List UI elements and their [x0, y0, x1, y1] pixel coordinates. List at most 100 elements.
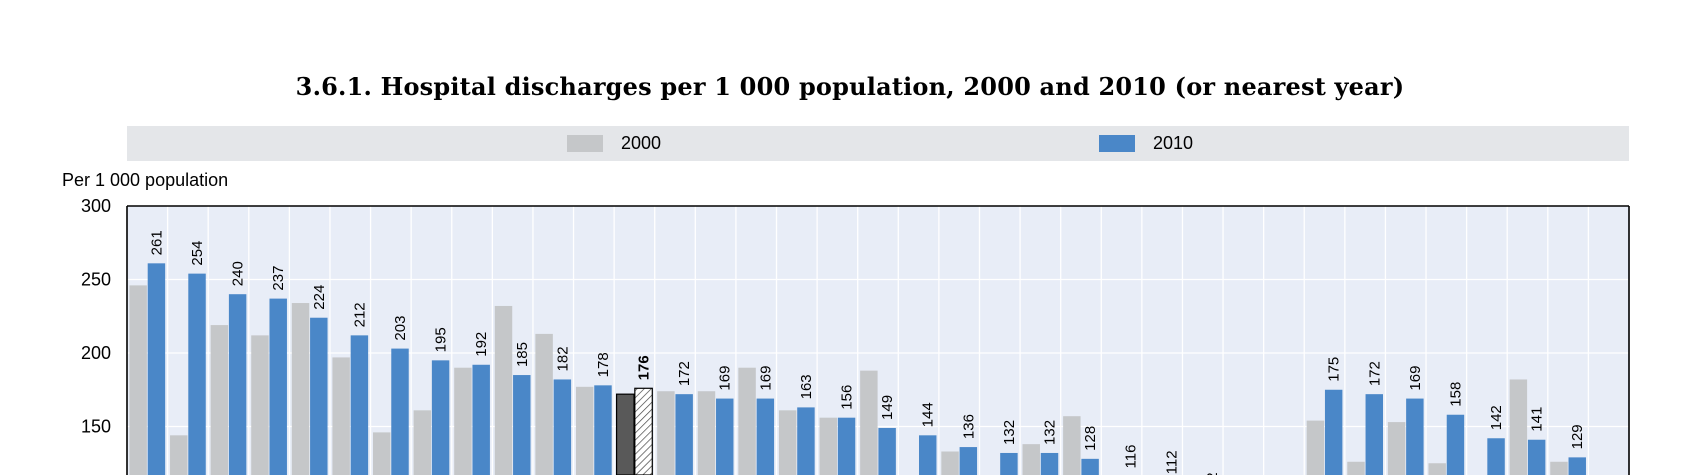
bar-2000 — [1550, 461, 1568, 475]
data-label: 163 — [798, 374, 815, 399]
data-label: 142 — [1488, 405, 1505, 430]
bar-2010 — [1365, 394, 1383, 475]
bar-2010 — [878, 427, 896, 475]
bar-2010 — [1000, 452, 1018, 475]
data-label: 185 — [514, 342, 531, 367]
bar-2000 — [615, 393, 635, 475]
bar-2010 — [1040, 452, 1059, 475]
bar-2000 — [332, 357, 350, 475]
bar-2010 — [594, 385, 612, 475]
data-label: 203 — [392, 316, 409, 341]
bar-2010 — [310, 317, 328, 475]
data-label: 172 — [1366, 361, 1383, 386]
bar-2010 — [472, 364, 490, 475]
bar-2000 — [1387, 422, 1406, 475]
legend-label-2000: 2000 — [621, 133, 662, 153]
data-label: 192 — [473, 332, 490, 357]
bar-2010 — [797, 407, 815, 475]
bar-2000 — [413, 410, 432, 475]
bar-2000 — [657, 391, 675, 475]
bar-2000 — [1347, 461, 1365, 475]
data-label: 144 — [920, 402, 937, 427]
data-label: 129 — [1569, 424, 1586, 449]
bar-2000 — [1022, 444, 1040, 475]
legend-item-2010: 2010 — [1099, 126, 1193, 161]
bar-2000 — [941, 451, 959, 475]
data-label: 178 — [595, 352, 612, 377]
data-label: 169 — [757, 366, 774, 391]
legend-item-2000: 2000 — [567, 126, 661, 161]
bar-2010 — [350, 335, 369, 475]
bar-2000 — [210, 325, 229, 475]
bar-2010 — [756, 398, 775, 475]
data-label: 158 — [1447, 382, 1464, 407]
bar-2010 — [269, 298, 287, 475]
bar-2000 — [454, 367, 472, 475]
y-tick-label: 250 — [81, 270, 111, 290]
bar-2010 — [1527, 439, 1546, 475]
legend-label-2010: 2010 — [1153, 133, 1194, 153]
bar-2010 — [1406, 398, 1424, 475]
bar-2000 — [1509, 379, 1528, 475]
bar-2000 — [819, 417, 837, 475]
data-label: 182 — [554, 346, 571, 371]
data-label: 149 — [879, 395, 896, 420]
bar-2010 — [716, 398, 734, 475]
data-label: 169 — [1407, 366, 1424, 391]
bar-2010 — [837, 417, 856, 475]
legend-swatch-2000 — [567, 135, 603, 152]
bar-2010 — [1487, 438, 1505, 475]
bar-2010 — [675, 394, 693, 475]
bar-2000 — [738, 367, 756, 475]
bar-2000 — [291, 303, 310, 475]
bar-2010 — [553, 379, 572, 475]
data-label: 172 — [676, 361, 693, 386]
bar-2010 — [1081, 458, 1099, 475]
bar-2010 — [228, 294, 247, 475]
bar-2000 — [860, 370, 878, 475]
data-label: 254 — [189, 241, 206, 266]
data-label: 224 — [311, 285, 328, 310]
y-tick-label: 300 — [81, 196, 111, 216]
data-label: 132 — [1001, 420, 1018, 445]
bar-2010 — [391, 348, 409, 475]
data-label: 02 — [1204, 472, 1221, 475]
bar-2010 — [513, 375, 531, 475]
data-label: 112 — [1163, 450, 1180, 474]
data-label: 136 — [960, 414, 977, 439]
bar-2010 — [919, 435, 937, 475]
legend: 2000 2010 — [127, 126, 1629, 161]
legend-swatch-2010 — [1099, 135, 1135, 152]
bar-2010 — [1446, 414, 1465, 475]
y-axis-label: Per 1 000 population — [62, 170, 229, 190]
data-label: 212 — [351, 302, 368, 327]
data-label: 116 — [1123, 445, 1140, 469]
bar-2000 — [535, 333, 553, 475]
y-tick-label: 200 — [81, 343, 111, 363]
data-label: 169 — [717, 366, 734, 391]
data-label: 132 — [1042, 420, 1059, 445]
bar-2000 — [1306, 420, 1325, 475]
data-label: 240 — [230, 261, 247, 286]
bar-2000 — [1428, 463, 1446, 475]
y-tick-label: 150 — [81, 417, 111, 437]
bar-2000 — [251, 335, 269, 475]
bar-2010 — [147, 263, 166, 475]
bar-2000 — [129, 285, 147, 475]
bar-2010 — [1324, 389, 1343, 475]
bar-2000 — [575, 386, 594, 475]
bar-2000 — [373, 432, 391, 475]
data-label: 156 — [839, 385, 856, 410]
bar-2000 — [697, 391, 716, 475]
bar-2000 — [778, 410, 797, 475]
data-label: 176 — [636, 355, 653, 380]
bar-2000 — [494, 305, 513, 475]
bar-2010 — [959, 447, 978, 475]
data-label: 175 — [1326, 357, 1343, 382]
bar-2010 — [431, 360, 450, 475]
chart-title: 3.6.1. Hospital discharges per 1 000 pop… — [295, 72, 1405, 101]
bar-2000 — [170, 435, 188, 475]
data-label: 128 — [1082, 426, 1099, 451]
data-label: 237 — [270, 266, 287, 291]
